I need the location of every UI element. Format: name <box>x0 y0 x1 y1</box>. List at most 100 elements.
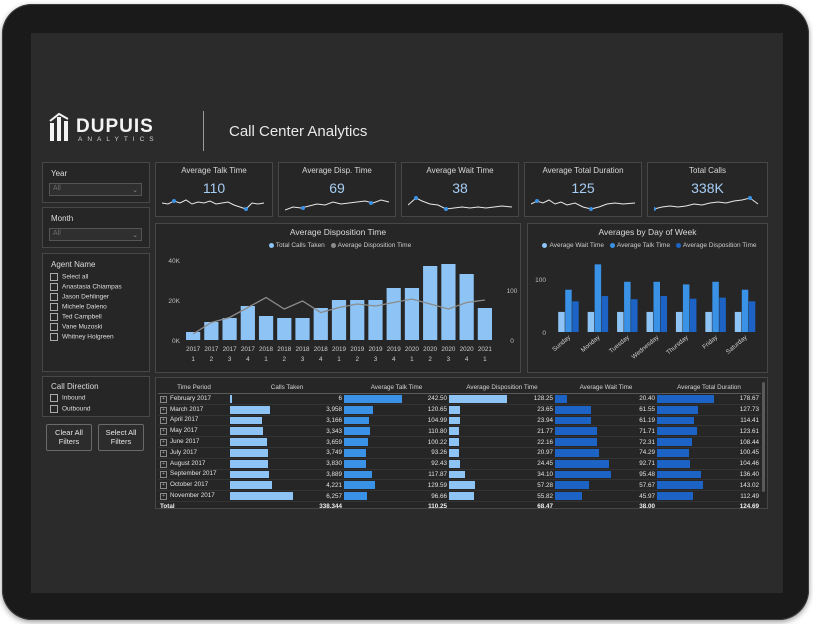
table-row[interactable]: + July 2017 3,749 93.26 20.97 74.29 100.45 <box>158 447 761 459</box>
chevron-down-icon: ⌄ <box>132 232 138 239</box>
x-tick-quarter: 3 <box>374 356 378 363</box>
expand-icon[interactable]: + <box>160 428 167 436</box>
kpi-value: 69 <box>329 180 345 196</box>
data-table: Time Period Calls Taken Average Talk Time A… <box>155 377 768 509</box>
expand-icon[interactable]: + <box>160 439 167 447</box>
bar-disposition-time <box>689 298 697 332</box>
chart-title: Average Disposition Time <box>289 227 387 237</box>
checkbox[interactable] <box>50 323 58 331</box>
wait-cell: 72.31 <box>555 436 657 448</box>
data-bar <box>344 438 368 446</box>
dashboard-screen: DUPUIS ANALYTICS Call Center Analytics Y… <box>31 33 783 593</box>
direction-filter-label: Call Direction <box>51 382 99 391</box>
wait-cell: 38.00 <box>555 500 657 508</box>
bar-talk-time <box>741 289 749 332</box>
direction-option[interactable]: Outbound <box>50 405 91 415</box>
bar-wait-time <box>587 311 595 332</box>
checkbox[interactable] <box>50 405 58 413</box>
agent-option[interactable]: Anastasia Chiampas <box>50 283 122 293</box>
table-row[interactable]: + August 2017 3,830 92.43 24.45 92.71 104.46 <box>158 458 761 470</box>
data-bar <box>230 481 273 490</box>
x-tick-day: Thursday <box>665 334 690 357</box>
y-tick-label: 20K <box>168 298 180 305</box>
table-header-cell[interactable]: Average Total Duration <box>657 382 761 394</box>
bar-total-calls <box>368 300 383 340</box>
data-bar <box>555 427 598 436</box>
kpi-card-total-calls: Total Calls 338K <box>647 162 768 217</box>
year-dropdown-value: All <box>53 185 61 192</box>
checkbox[interactable] <box>50 313 58 321</box>
checkbox[interactable] <box>50 273 58 281</box>
legend-item: Average Wait Time <box>549 242 605 249</box>
sparkline <box>654 196 759 211</box>
wait-cell: 61.19 <box>555 415 657 427</box>
table-row[interactable]: + November 2017 6,257 96.66 55.82 45.97 112.49 <box>158 490 761 502</box>
table-row[interactable]: + February 2017 6 242.50 128.25 20.40 178.67 <box>158 393 761 405</box>
table-header-row: Time Period Calls Taken Average Talk Time A… <box>158 382 761 394</box>
checkbox[interactable] <box>50 333 58 341</box>
calls-cell: 338,344 <box>230 500 344 508</box>
agent-option[interactable]: Select all <box>50 273 88 283</box>
bar-total-calls <box>441 264 456 340</box>
expand-icon[interactable]: + <box>160 493 167 501</box>
matrix-table: Time Period Calls Taken Average Talk Time A… <box>158 382 761 508</box>
table-row[interactable]: + September 2017 3,889 117.87 34.10 95.48 136.… <box>158 469 761 481</box>
data-bar <box>230 438 267 446</box>
data-bar <box>230 459 269 468</box>
month-dropdown[interactable]: All ⌄ <box>49 228 142 241</box>
bar-disposition-time <box>660 296 667 332</box>
bar-wait-time <box>617 311 624 332</box>
agent-option[interactable]: Michele Daleno <box>50 303 107 313</box>
agent-option[interactable]: Jason Dehlinger <box>50 293 109 303</box>
agent-option[interactable]: Whitney Holgreen <box>50 333 114 343</box>
table-header-cell[interactable]: Average Talk Time <box>344 382 449 394</box>
agent-option[interactable]: Vane Muzoski <box>50 323 102 333</box>
table-header-cell[interactable]: Time Period <box>158 382 230 394</box>
total-cell: 108.44 <box>657 436 761 448</box>
expand-icon[interactable]: + <box>160 417 167 425</box>
table-header-cell[interactable]: Calls Taken <box>230 382 344 394</box>
select-all-filters-button[interactable]: Select All Filters <box>98 424 144 451</box>
table-row[interactable]: + May 2017 3,343 110.80 21.77 71.71 123.61 <box>158 425 761 438</box>
expand-icon[interactable]: + <box>160 482 167 490</box>
table-row[interactable]: + June 2017 3,659 100.22 22.16 72.31 108.44 <box>158 436 761 448</box>
x-tick-quarter: 1 <box>483 356 487 363</box>
x-tick-quarter: 4 <box>246 356 250 363</box>
total-cell: 100.45 <box>657 447 761 459</box>
checkbox[interactable] <box>50 303 58 311</box>
checkbox[interactable] <box>50 293 58 301</box>
year-dropdown[interactable]: All ⌄ <box>49 183 142 196</box>
table-row[interactable]: + October 2017 4,221 129.59 57.28 57.67 143.02 <box>158 479 761 492</box>
checkbox[interactable] <box>50 283 58 291</box>
data-bar <box>555 448 599 457</box>
bar-wait-time <box>675 311 683 332</box>
table-header-cell[interactable]: Average Wait Time <box>555 382 657 394</box>
legend-item: Average Disposition Time <box>337 242 412 249</box>
expand-icon[interactable]: + <box>160 449 167 457</box>
talk-cell: 110.25 <box>344 500 449 508</box>
kpi-title: Average Total Duration <box>542 166 624 175</box>
data-bar <box>449 438 460 446</box>
wait-cell: 71.71 <box>555 425 657 438</box>
table-row[interactable]: + March 2017 3,958 120.65 23.65 61.55 127.73 <box>158 404 761 416</box>
x-tick-quarter: 2 <box>210 356 214 363</box>
table-header-cell[interactable]: Average Disposition Time <box>449 382 555 394</box>
agent-option[interactable]: Ted Campbell <box>50 313 102 323</box>
data-bar <box>555 438 598 446</box>
x-tick-quarter: 2 <box>355 356 359 363</box>
table-scrollbar[interactable] <box>762 382 765 492</box>
direction-option[interactable]: Inbound <box>50 394 86 404</box>
expand-icon[interactable]: + <box>160 460 167 468</box>
checkbox[interactable] <box>50 394 58 402</box>
x-tick-quarter: 3 <box>447 356 451 363</box>
expand-icon[interactable]: + <box>160 406 167 414</box>
bar-total-calls <box>186 332 201 340</box>
table-total-row[interactable]: Total 338,344 110.25 68.47 38.00 124.69 <box>158 500 761 508</box>
talk-cell: 93.26 <box>344 447 449 459</box>
table-row[interactable]: + April 2017 3,166 104.99 23.94 61.19 114.41 <box>158 415 761 427</box>
x-tick-day: Wednesday <box>630 334 661 361</box>
clear-all-filters-button[interactable]: Clear All Filters <box>46 424 92 451</box>
expand-icon[interactable]: + <box>160 395 167 403</box>
expand-icon[interactable]: + <box>160 471 167 479</box>
logo-mark-icon <box>49 112 69 141</box>
